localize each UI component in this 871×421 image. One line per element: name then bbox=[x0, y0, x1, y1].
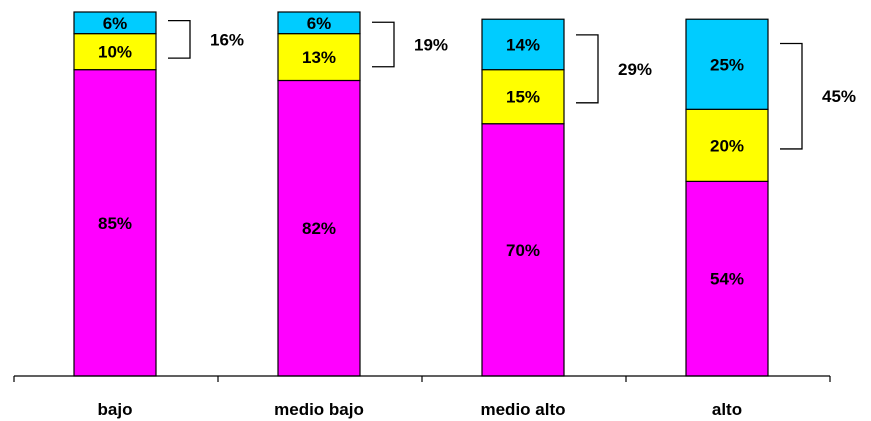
data-label: 14% bbox=[506, 35, 540, 54]
bar-segment bbox=[277, 33, 361, 82]
category-label: medio bajo bbox=[274, 400, 364, 419]
brackets-layer: 16% 19% 29% 45% bbox=[168, 19, 856, 150]
category-label: medio alto bbox=[480, 400, 565, 419]
bar-segment bbox=[481, 18, 565, 71]
bracket-total-label: 45% bbox=[822, 87, 856, 106]
bar-segment bbox=[481, 123, 565, 377]
data-label: 82% bbox=[302, 219, 336, 238]
data-label: 6% bbox=[103, 14, 128, 33]
data-label: 54% bbox=[710, 270, 744, 289]
data-label: 25% bbox=[710, 55, 744, 74]
bar-segment bbox=[73, 11, 157, 35]
data-label: 15% bbox=[506, 88, 540, 107]
data-label: 70% bbox=[506, 241, 540, 260]
bracket-total-label: 19% bbox=[414, 36, 448, 55]
data-label: 13% bbox=[302, 48, 336, 67]
data-label: 10% bbox=[98, 43, 132, 62]
bracket bbox=[576, 34, 599, 104]
bar-segment bbox=[73, 69, 157, 377]
category-label: bajo bbox=[98, 400, 133, 419]
bracket bbox=[372, 21, 395, 68]
bars-layer: 85% 10% 6% 82% 13% 6% 70% 15% 14% 54% 20% 25% bbox=[73, 11, 769, 377]
bar-segment bbox=[685, 108, 769, 182]
bracket-total-label: 29% bbox=[618, 60, 652, 79]
data-label: 85% bbox=[98, 214, 132, 233]
data-label: 6% bbox=[307, 14, 332, 33]
bar-segment bbox=[277, 11, 361, 35]
bar-segment bbox=[685, 180, 769, 377]
bar-segment bbox=[277, 79, 361, 377]
bracket bbox=[168, 19, 191, 59]
x-axis-ticks bbox=[13, 376, 831, 382]
bar-segment bbox=[73, 33, 157, 71]
bar-segment bbox=[685, 18, 769, 110]
bracket-total-label: 16% bbox=[210, 30, 244, 49]
category-labels: bajo medio bajo medio alto alto bbox=[98, 400, 743, 419]
data-label: 20% bbox=[710, 136, 744, 155]
bracket bbox=[780, 42, 803, 150]
category-label: alto bbox=[712, 400, 742, 419]
bar-segment bbox=[481, 69, 565, 125]
